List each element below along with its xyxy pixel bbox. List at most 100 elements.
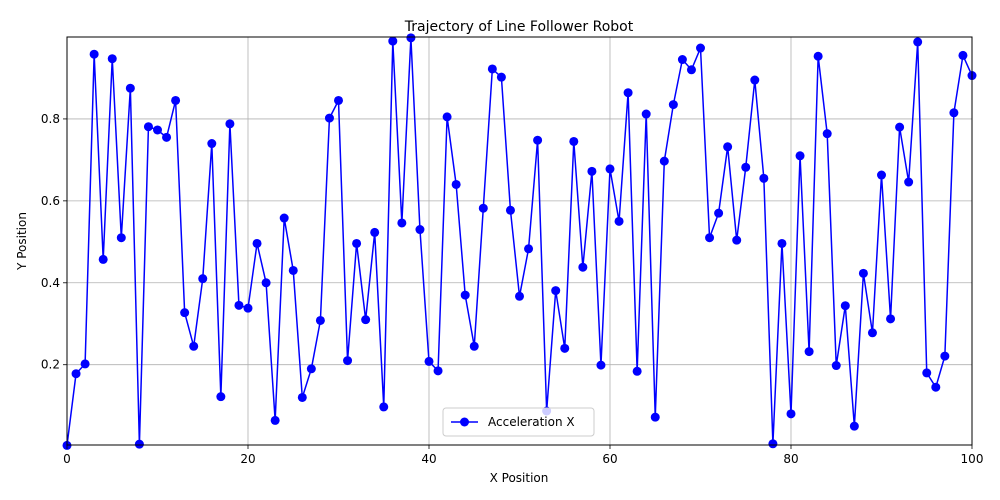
plot-frame bbox=[66, 36, 973, 446]
data-point bbox=[587, 166, 597, 176]
data-point bbox=[795, 151, 805, 161]
data-point bbox=[279, 213, 289, 223]
data-point bbox=[334, 95, 343, 105]
x-tick-label: 60 bbox=[602, 452, 617, 466]
data-point bbox=[460, 290, 470, 300]
data-point bbox=[904, 177, 914, 187]
data-point bbox=[895, 122, 905, 132]
data-point bbox=[705, 233, 715, 243]
data-point bbox=[596, 360, 606, 370]
y-tick-label: 0.6 bbox=[41, 194, 60, 208]
data-point bbox=[388, 36, 398, 46]
data-point bbox=[189, 341, 199, 351]
data-point bbox=[759, 173, 769, 183]
data-point bbox=[668, 100, 678, 110]
data-point bbox=[750, 75, 760, 85]
data-point bbox=[732, 235, 742, 245]
data-point bbox=[723, 142, 733, 152]
data-point bbox=[89, 49, 99, 59]
data-point bbox=[415, 225, 425, 235]
data-point bbox=[116, 233, 126, 243]
data-point bbox=[515, 291, 524, 301]
data-point bbox=[143, 122, 153, 132]
data-point bbox=[813, 51, 823, 61]
data-point bbox=[107, 54, 117, 64]
series-layer bbox=[62, 33, 977, 450]
data-point bbox=[496, 72, 506, 82]
data-point bbox=[261, 278, 271, 288]
data-point bbox=[931, 382, 941, 392]
data-point bbox=[153, 125, 162, 135]
data-point bbox=[198, 274, 208, 284]
data-point bbox=[315, 315, 325, 325]
data-point bbox=[288, 265, 298, 275]
data-point bbox=[270, 415, 280, 425]
data-point bbox=[324, 113, 334, 123]
data-point bbox=[524, 244, 534, 254]
x-tick-label: 80 bbox=[783, 452, 798, 466]
data-point bbox=[560, 343, 570, 353]
data-point bbox=[623, 88, 633, 98]
data-point bbox=[433, 366, 443, 376]
data-point bbox=[831, 361, 841, 371]
data-point bbox=[578, 262, 588, 272]
data-point bbox=[234, 300, 244, 310]
y-tick-label: 0.4 bbox=[41, 276, 60, 290]
axis-ticks: 0 20 40 60 80 100 0.2 0.4 0.6 0.8 bbox=[41, 112, 984, 466]
data-point bbox=[406, 33, 416, 43]
data-point bbox=[886, 314, 896, 324]
legend-box bbox=[442, 407, 595, 437]
y-tick-label: 0.2 bbox=[41, 358, 60, 372]
data-point bbox=[867, 328, 877, 338]
legend-marker-swatch bbox=[460, 417, 469, 427]
data-point bbox=[551, 286, 561, 296]
x-axis-title: X Position bbox=[490, 471, 549, 485]
data-point bbox=[252, 238, 262, 248]
data-point bbox=[605, 164, 615, 174]
data-point bbox=[822, 129, 832, 139]
data-point bbox=[469, 341, 479, 351]
data-point bbox=[858, 268, 868, 278]
data-point bbox=[614, 216, 624, 226]
data-point bbox=[379, 402, 389, 412]
data-point bbox=[877, 170, 886, 180]
data-point bbox=[306, 364, 316, 374]
data-point bbox=[686, 65, 696, 75]
data-point bbox=[487, 64, 497, 74]
data-point bbox=[949, 108, 959, 118]
data-point bbox=[840, 301, 850, 311]
data-point bbox=[741, 162, 751, 172]
data-point bbox=[370, 227, 380, 237]
legend: Acceleration X bbox=[442, 407, 595, 437]
data-point bbox=[352, 238, 362, 248]
x-tick-label: 100 bbox=[961, 452, 984, 466]
data-point bbox=[343, 356, 353, 366]
data-point bbox=[478, 203, 488, 213]
data-point bbox=[134, 439, 144, 449]
data-point bbox=[922, 368, 932, 378]
data-point bbox=[397, 218, 407, 228]
data-point bbox=[80, 359, 90, 369]
x-tick-label: 0 bbox=[63, 452, 71, 466]
data-point bbox=[958, 50, 968, 60]
data-point bbox=[225, 119, 235, 129]
data-point bbox=[71, 369, 81, 379]
data-point bbox=[696, 43, 705, 53]
data-point bbox=[297, 392, 307, 402]
data-point bbox=[171, 95, 181, 105]
y-tick-label: 0.8 bbox=[41, 112, 60, 126]
data-point bbox=[207, 139, 217, 149]
chart-title: Trajectory of Line Follower Robot bbox=[404, 19, 634, 35]
data-point bbox=[442, 112, 452, 122]
data-point bbox=[632, 366, 642, 376]
data-point bbox=[940, 351, 950, 361]
data-point bbox=[786, 409, 796, 419]
data-point bbox=[849, 421, 859, 431]
data-point bbox=[777, 238, 787, 248]
data-point bbox=[451, 179, 461, 189]
data-point bbox=[677, 55, 687, 65]
data-point bbox=[505, 205, 515, 215]
data-point bbox=[569, 136, 579, 146]
data-point bbox=[424, 356, 434, 366]
